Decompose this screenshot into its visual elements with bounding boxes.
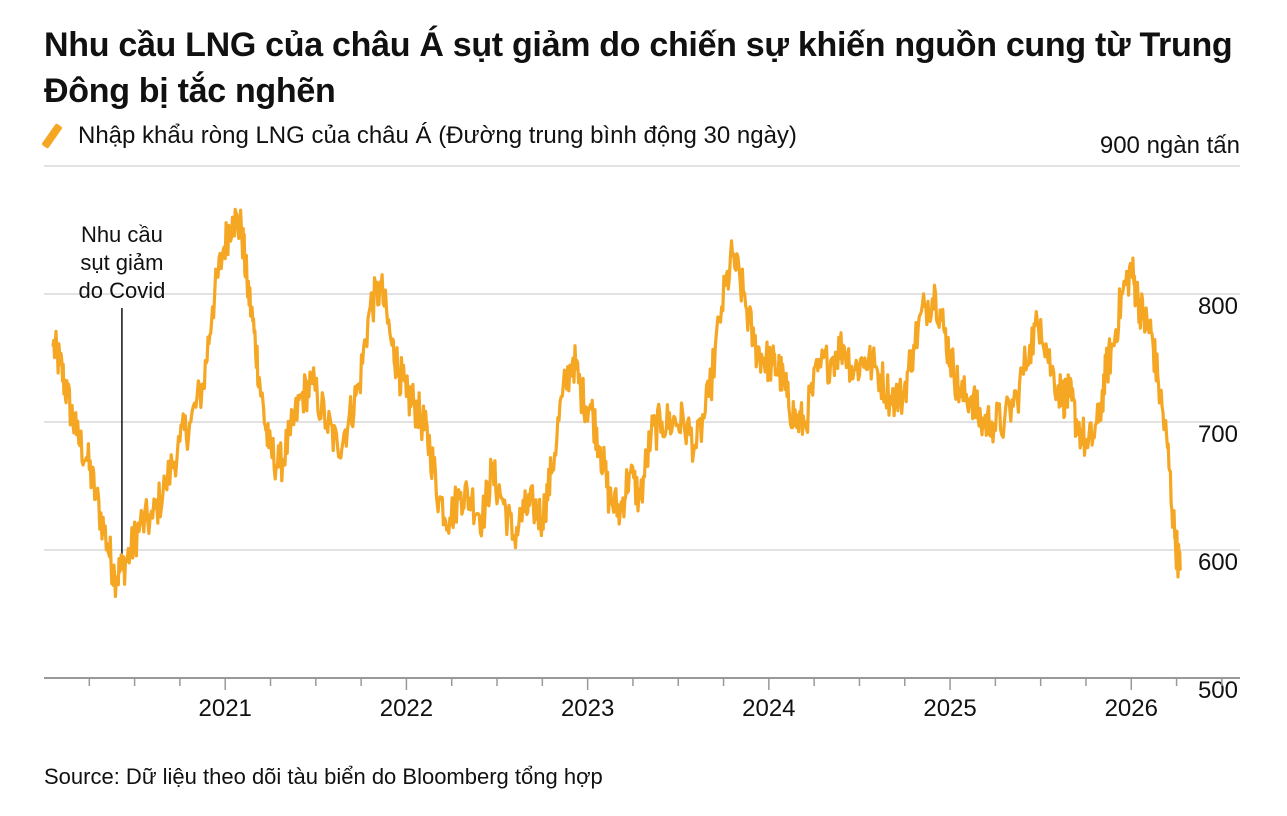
y-tick-label-500: 500 xyxy=(1198,677,1238,704)
chart-title: Nhu cầu LNG của châu Á sụt giảm do chiến… xyxy=(44,26,1233,110)
x-tick-label-2026: 2026 xyxy=(1105,695,1158,722)
y-tick-label-800: 800 xyxy=(1198,293,1238,320)
annotation-text-line: sụt giảm xyxy=(80,250,163,275)
y-tick-label-600: 600 xyxy=(1198,549,1238,576)
y-axis-unit-label: 900 ngàn tấn xyxy=(1099,132,1240,159)
annotation-text-line: do Covid xyxy=(78,278,165,303)
x-tick-label-2024: 2024 xyxy=(742,695,795,722)
legend: Nhập khẩu ròng LNG của châu Á (Đường tru… xyxy=(41,122,797,150)
legend-label: Nhập khẩu ròng LNG của châu Á (Đường tru… xyxy=(78,122,797,149)
annotation-text-line: Nhu cầu xyxy=(81,222,163,247)
x-tick-label-2023: 2023 xyxy=(561,695,614,722)
x-tick-label-2022: 2022 xyxy=(380,695,433,722)
x-tick-label-2025: 2025 xyxy=(923,695,976,722)
source-note: Source: Dữ liệu theo dõi tàu biển do Blo… xyxy=(44,764,603,789)
y-tick-label-700: 700 xyxy=(1198,421,1238,448)
x-tick-label-2021: 2021 xyxy=(199,695,252,722)
series-line-lng-imports xyxy=(51,207,1182,599)
